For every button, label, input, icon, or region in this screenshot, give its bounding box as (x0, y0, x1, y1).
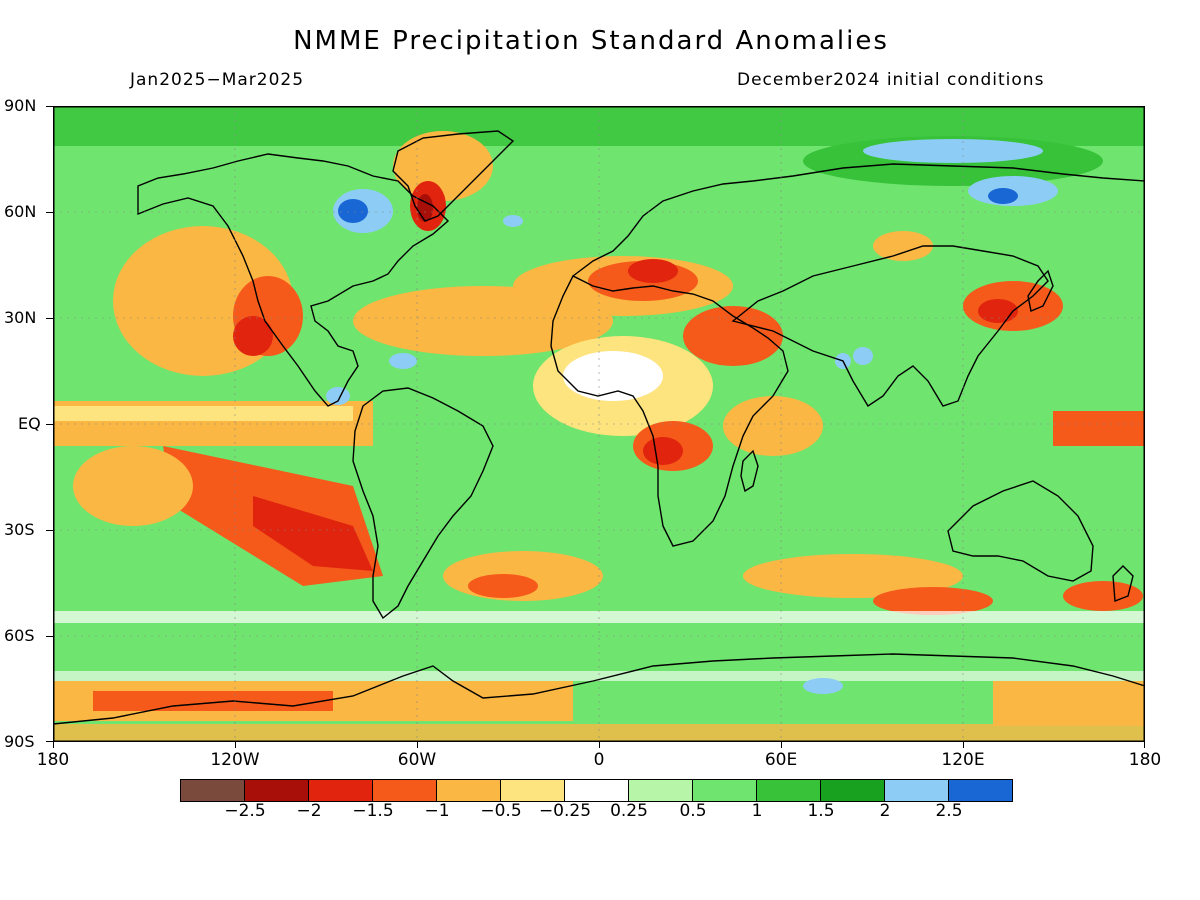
lat-label-30n: 30N (4, 308, 37, 327)
lon-tick (599, 742, 600, 748)
colorbar-swatch (629, 780, 693, 801)
colorbar-label: −2.5 (224, 801, 266, 821)
lat-label-eq: EQ (18, 414, 41, 433)
lon-label-180w: 180 (36, 750, 70, 770)
lat-label-60n: 60N (4, 202, 37, 221)
initial-conditions-note: December2024 initial conditions (737, 70, 1045, 90)
lat-tick (46, 424, 53, 425)
map-border (53, 106, 1145, 742)
lon-tick (53, 742, 54, 748)
colorbar-swatch (309, 780, 373, 801)
colorbar-swatch (885, 780, 949, 801)
colorbar-label: 0.5 (679, 801, 707, 821)
lon-label-120w: 120W (210, 750, 260, 770)
lat-label-60s: 60S (4, 626, 35, 645)
lat-label-30s: 30S (4, 520, 35, 539)
lon-label-60e: 60E (764, 750, 798, 770)
colorbar-label: −1 (424, 801, 450, 821)
colorbar-swatch (501, 780, 565, 801)
coastlines (53, 130, 1145, 725)
colorbar-swatch (565, 780, 629, 801)
lat-tick (46, 318, 53, 319)
lat-tick (46, 212, 53, 213)
lon-label-0: 0 (593, 750, 605, 770)
colorbar-label: 1.5 (807, 801, 835, 821)
colorbar-label: 0.25 (610, 801, 648, 821)
lat-label-90n: 90N (4, 96, 37, 115)
colorbar-label: 2 (879, 801, 891, 821)
colorbar-swatch (373, 780, 437, 801)
colorbar-label: −2 (296, 801, 322, 821)
lat-label-90s: 90S (4, 732, 35, 751)
lat-tick (46, 106, 53, 107)
colorbar-label: 1 (751, 801, 763, 821)
colorbar-swatch (437, 780, 501, 801)
lat-tick (46, 636, 53, 637)
lon-tick (417, 742, 418, 748)
lon-label-60w: 60W (397, 750, 437, 770)
lon-tick (963, 742, 964, 748)
lat-tick (46, 530, 53, 531)
colorbar-swatch (181, 780, 245, 801)
colorbar-swatch (245, 780, 309, 801)
lon-label-180e: 180 (1128, 750, 1162, 770)
map-title: NMME Precipitation Standard Anomalies (293, 26, 889, 56)
colorbar (180, 779, 1013, 802)
colorbar-label: −0.5 (480, 801, 522, 821)
forecast-period: Jan2025−Mar2025 (130, 70, 305, 90)
grid-lines (53, 106, 1145, 742)
colorbar-swatch (693, 780, 757, 801)
lon-label-120e: 120E (941, 750, 985, 770)
lon-tick (1144, 742, 1145, 748)
lat-tick (46, 741, 53, 742)
lon-tick (781, 742, 782, 748)
colorbar-label: −0.25 (538, 801, 592, 821)
colorbar-swatch (757, 780, 821, 801)
colorbar-swatch (949, 780, 1012, 801)
precipitation-anomaly-map (53, 106, 1145, 742)
colorbar-swatch (821, 780, 885, 801)
lon-tick (235, 742, 236, 748)
colorbar-label: 2.5 (935, 801, 963, 821)
anomaly-field (53, 106, 1145, 742)
colorbar-label: −1.5 (352, 801, 394, 821)
